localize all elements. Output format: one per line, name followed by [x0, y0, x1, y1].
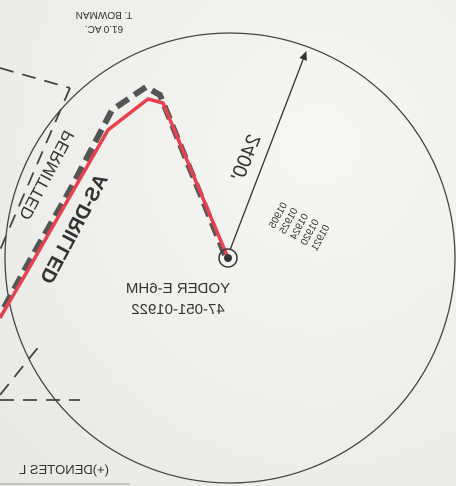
as-drilled-wellbore-path [0, 97, 230, 319]
radius-distance-label: 2400' [227, 131, 265, 184]
radius-circle [4, 32, 456, 484]
permitted-wellbore-path [0, 84, 228, 317]
owner-acres-label: 61.0 AC. [85, 23, 123, 34]
owner-name-label: T. BOWMAN [76, 9, 133, 20]
property-boundary-line [0, 67, 71, 89]
legend-fragment-label: (+)DENOTES L [19, 462, 109, 477]
well-api-label: 47-051-01922 [131, 301, 224, 318]
property-boundary-line [0, 87, 71, 251]
radius-arrow-icon [229, 51, 307, 251]
wellhead-icon [218, 248, 238, 268]
well-name-label: YODER E-6HM [126, 280, 230, 297]
property-boundary-line [0, 344, 41, 396]
